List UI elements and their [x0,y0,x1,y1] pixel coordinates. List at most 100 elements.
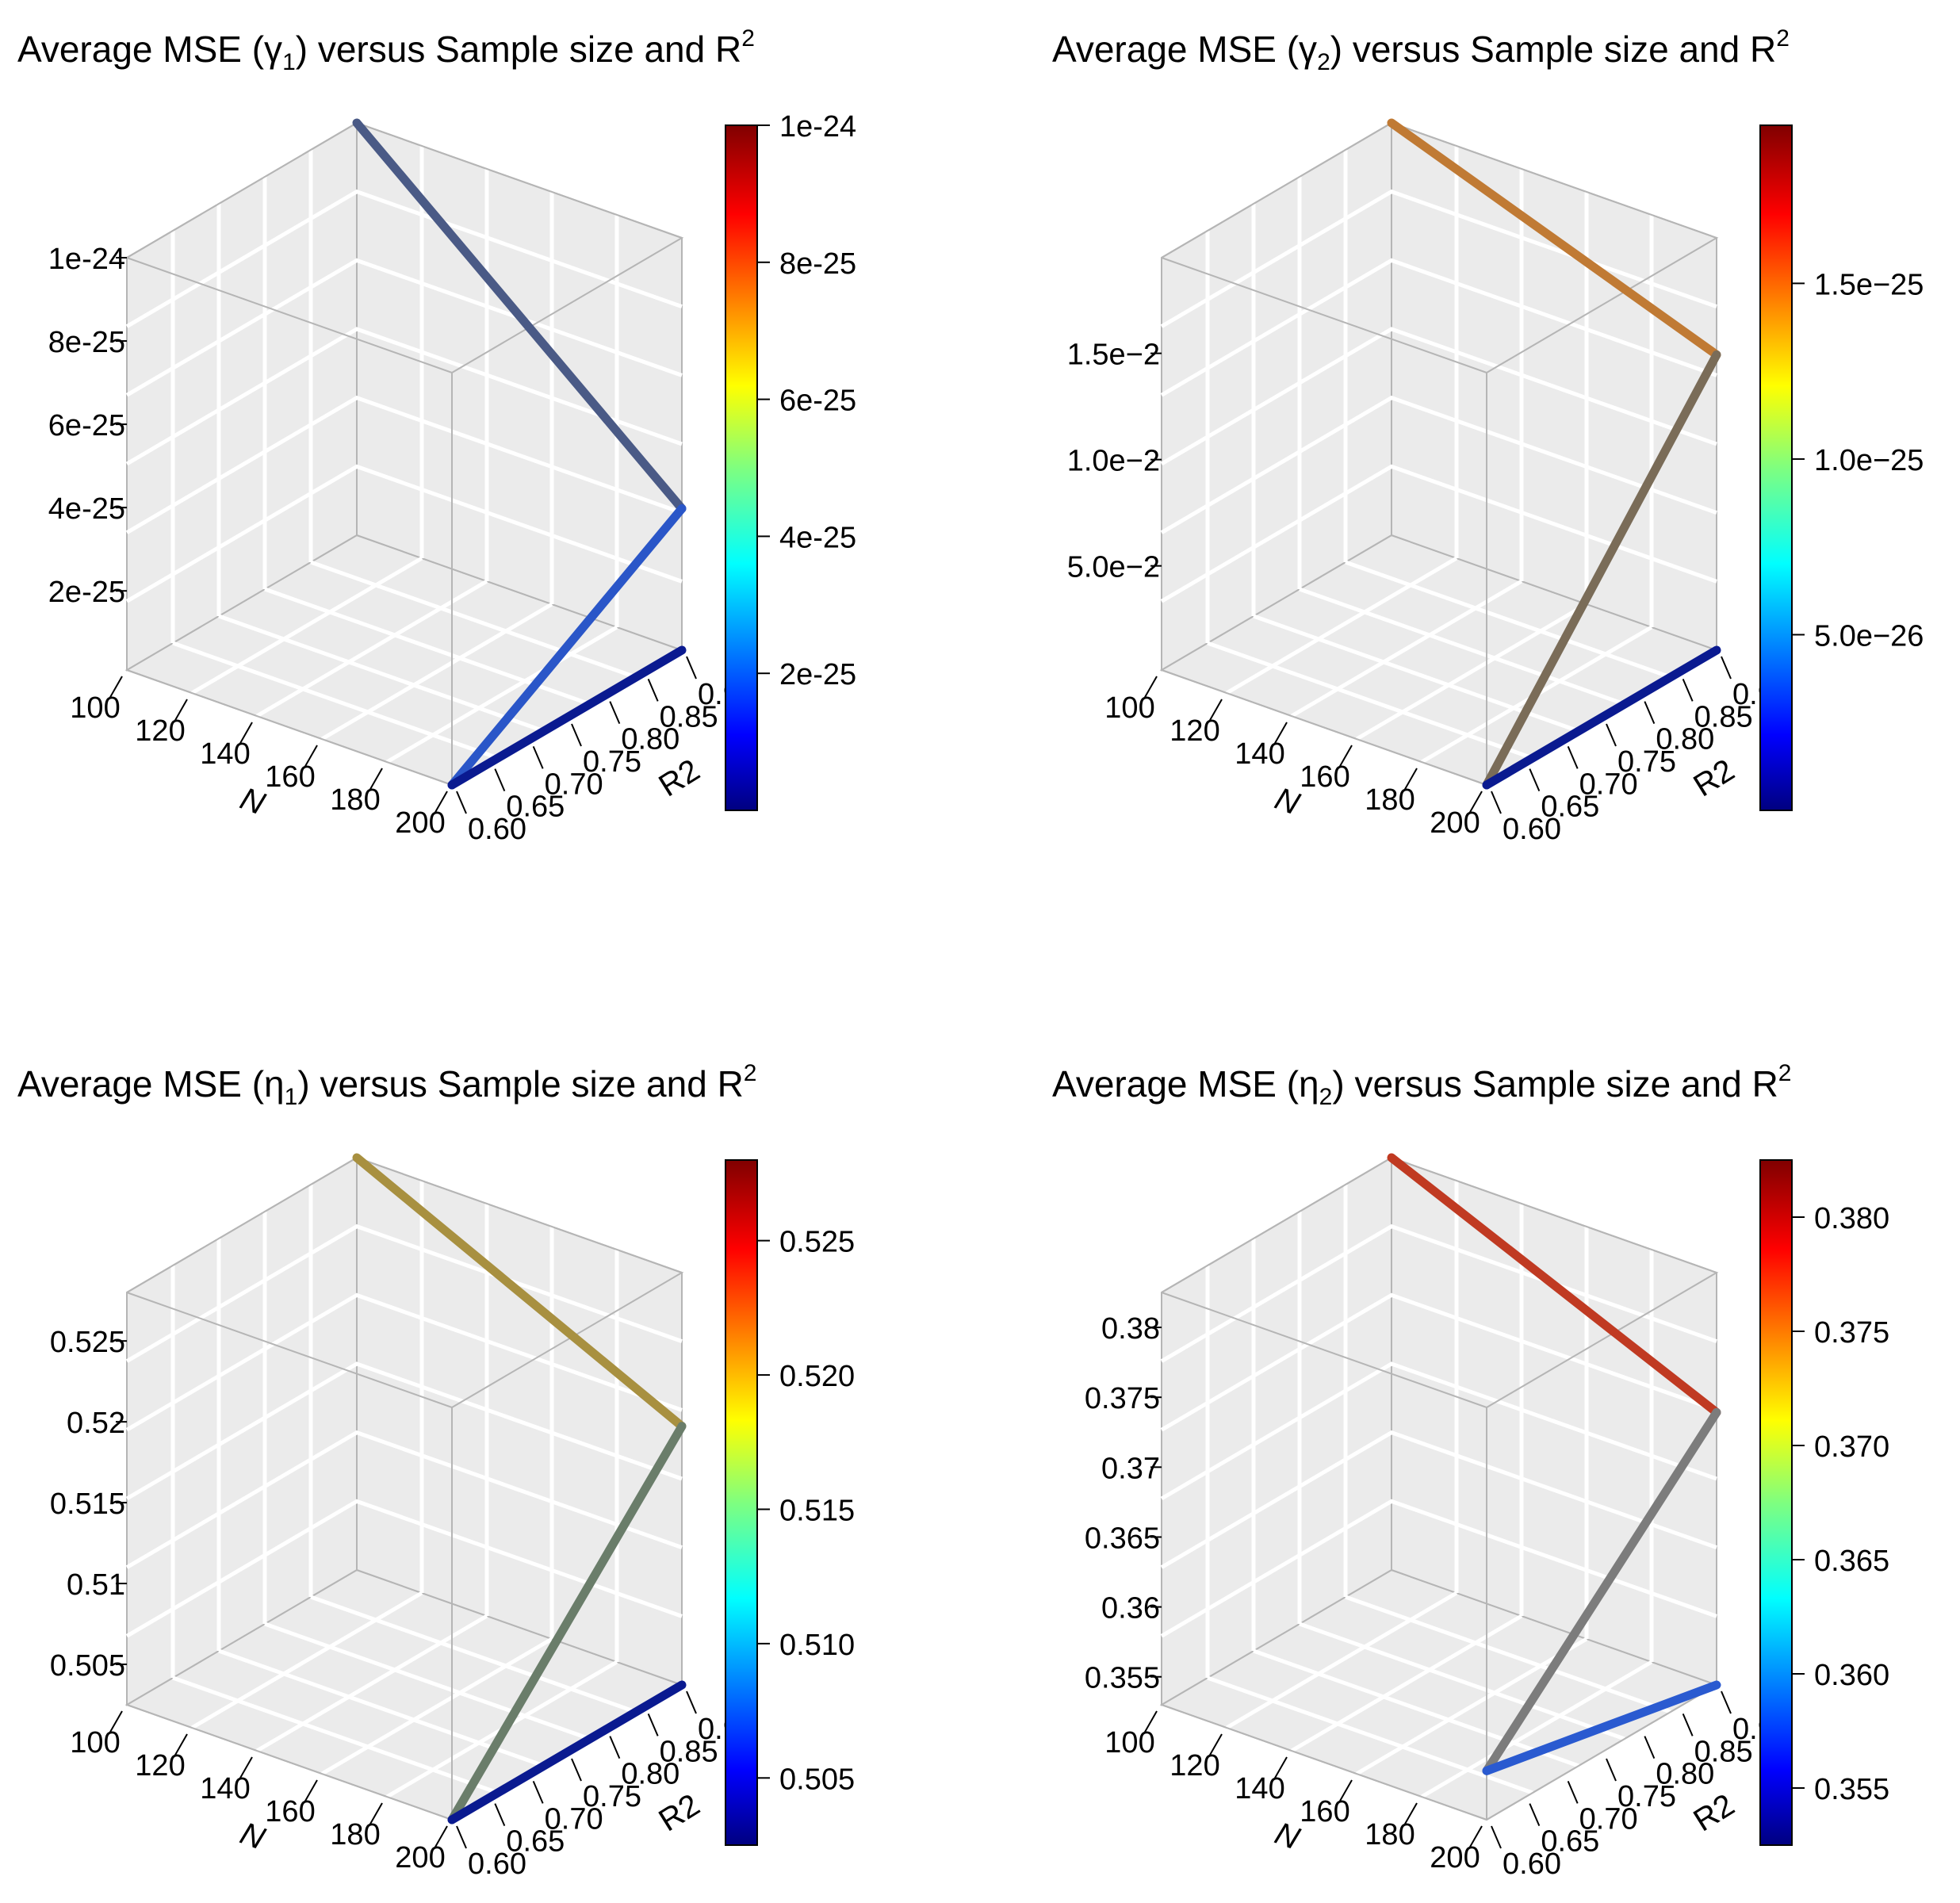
y-tick-mark [1606,1758,1617,1782]
wall-gridline [125,464,683,603]
floor-gridline [1345,1595,1671,1714]
x-tick-mark [1468,791,1483,814]
z-tick-label: 0.515 [50,1488,125,1521]
x-tick-label: 140 [1235,737,1284,771]
x-tick-label: 140 [1235,1772,1284,1805]
colorbar-tick-label: 1.0e−25 [1814,444,1924,477]
z-tick-label: 1e-24 [48,243,125,276]
box-top-edge [126,1156,684,1409]
y-tick-label: 0.80 [621,1758,679,1791]
colorbar-tick-label: 0.520 [779,1360,855,1393]
x-tick-mark [174,1733,188,1757]
z-tick-label: 6e-25 [48,409,125,442]
y-tick-mark [494,768,506,792]
y-tick-label: 0.75 [583,1780,641,1813]
y-tick-mark [1567,745,1579,769]
y-tick-label: 0.75 [1617,745,1676,779]
floor-gridline [255,579,488,718]
floor-gridline [320,602,553,741]
x-tick-mark [239,722,253,745]
x-tick-mark [1338,1779,1353,1803]
y-tick-label: 0.70 [545,768,603,801]
floor-gridline [264,1622,591,1741]
colorbar-tick-label: 2e-25 [779,658,856,691]
floor-gridline [1345,560,1671,680]
z-tick-label: 0.38 [1101,1312,1160,1346]
series-line-segment [447,645,687,790]
colorbar-tick-label: 0.505 [779,1763,855,1796]
x-tick-label: 160 [1300,760,1349,794]
box-top-edge [126,121,684,374]
y-axis-label: R2 [653,752,706,803]
x-tick-mark [1338,745,1353,768]
x-tick-mark [304,1779,318,1803]
wall-gridline [1160,1223,1717,1363]
y-tick-label: 0.70 [545,1802,603,1836]
chart-panel-3: Average MSE (η1) versus Sample size and … [17,1060,855,1881]
colorbar-tick-label: 1.5e−25 [1814,268,1924,301]
x-axis-label: N [1270,1816,1303,1856]
x-tick-mark [1273,1756,1288,1780]
y-tick-label: 0.65 [506,791,565,824]
x-tick-label: 100 [1104,691,1154,725]
floor-gridline [190,1591,423,1730]
chart-title: Average MSE (γ2) versus Sample size and … [1052,25,1790,75]
x-tick-label: 180 [330,783,380,817]
y-axis-label: R2 [1687,752,1740,803]
x-tick-label: 160 [265,760,315,794]
z-tick-label: 0.52 [67,1407,125,1440]
y-tick-label: 0.85 [1694,1735,1753,1768]
x-tick-label: 200 [1430,1841,1480,1874]
wall-gridline [125,1499,683,1638]
series-line-segment [1482,1407,1721,1775]
x-tick-mark [1208,699,1223,722]
colorbar-tick-label: 0.355 [1814,1773,1889,1806]
wall-gridline [125,1361,683,1501]
colorbar [725,1159,758,1846]
floor-gridline [218,614,545,733]
wall-gridline [1160,1430,1717,1569]
floor-gridline [310,560,637,680]
z-tick-label: 0.355 [1085,1662,1160,1695]
y-tick-mark [1606,723,1617,747]
y-tick-mark [1644,701,1656,725]
y-tick-mark [1721,1690,1732,1714]
y-tick-label: 0.60 [1503,813,1561,846]
y-tick-mark [1491,1825,1502,1849]
wall-gridline [1160,464,1717,603]
x-tick-label: 120 [1169,714,1219,748]
x-tick-mark [109,1710,123,1734]
floor-gridline [1420,1660,1653,1799]
colorbar [1759,1159,1793,1846]
y-tick-label: 0.60 [468,813,526,846]
floor-gridline [172,641,499,760]
floor-gridline [1290,579,1523,718]
series-line-segment [447,1422,687,1825]
x-tick-label: 120 [135,714,185,748]
chart-panel-1: Average MSE (γ1) versus Sample size and … [17,25,856,846]
x-tick-mark [1403,1802,1418,1826]
y-tick-label: 0.70 [1579,768,1638,801]
x-tick-label: 140 [200,1772,250,1805]
colorbar-tick-label: 8e-25 [779,247,856,281]
x-tick-mark [369,1802,383,1826]
x-tick-mark [1273,722,1288,745]
z-tick-label: 8e-25 [48,326,125,359]
y-tick-label: 0.65 [506,1825,565,1859]
colorbar-tick-label: 0.360 [1814,1659,1889,1692]
y-tick-label: 0.80 [1656,723,1714,756]
y-tick-mark [609,701,621,725]
x-tick-label: 100 [70,1726,120,1759]
x-tick-mark [239,1756,253,1780]
box-top-edge [1161,1156,1719,1409]
wall-gridline [1160,1361,1717,1501]
wall-gridline [1160,327,1717,466]
y-tick-label: 0.70 [1579,1802,1638,1836]
series-line-segment [447,504,687,790]
x-tick-label: 180 [330,1818,380,1851]
x-tick-label: 180 [1365,783,1414,817]
floor-gridline [1225,556,1458,695]
colorbar-tick-label: 6e-25 [779,385,856,418]
colorbar-tick-label: 0.365 [1814,1545,1889,1578]
y-tick-mark [494,1803,506,1827]
